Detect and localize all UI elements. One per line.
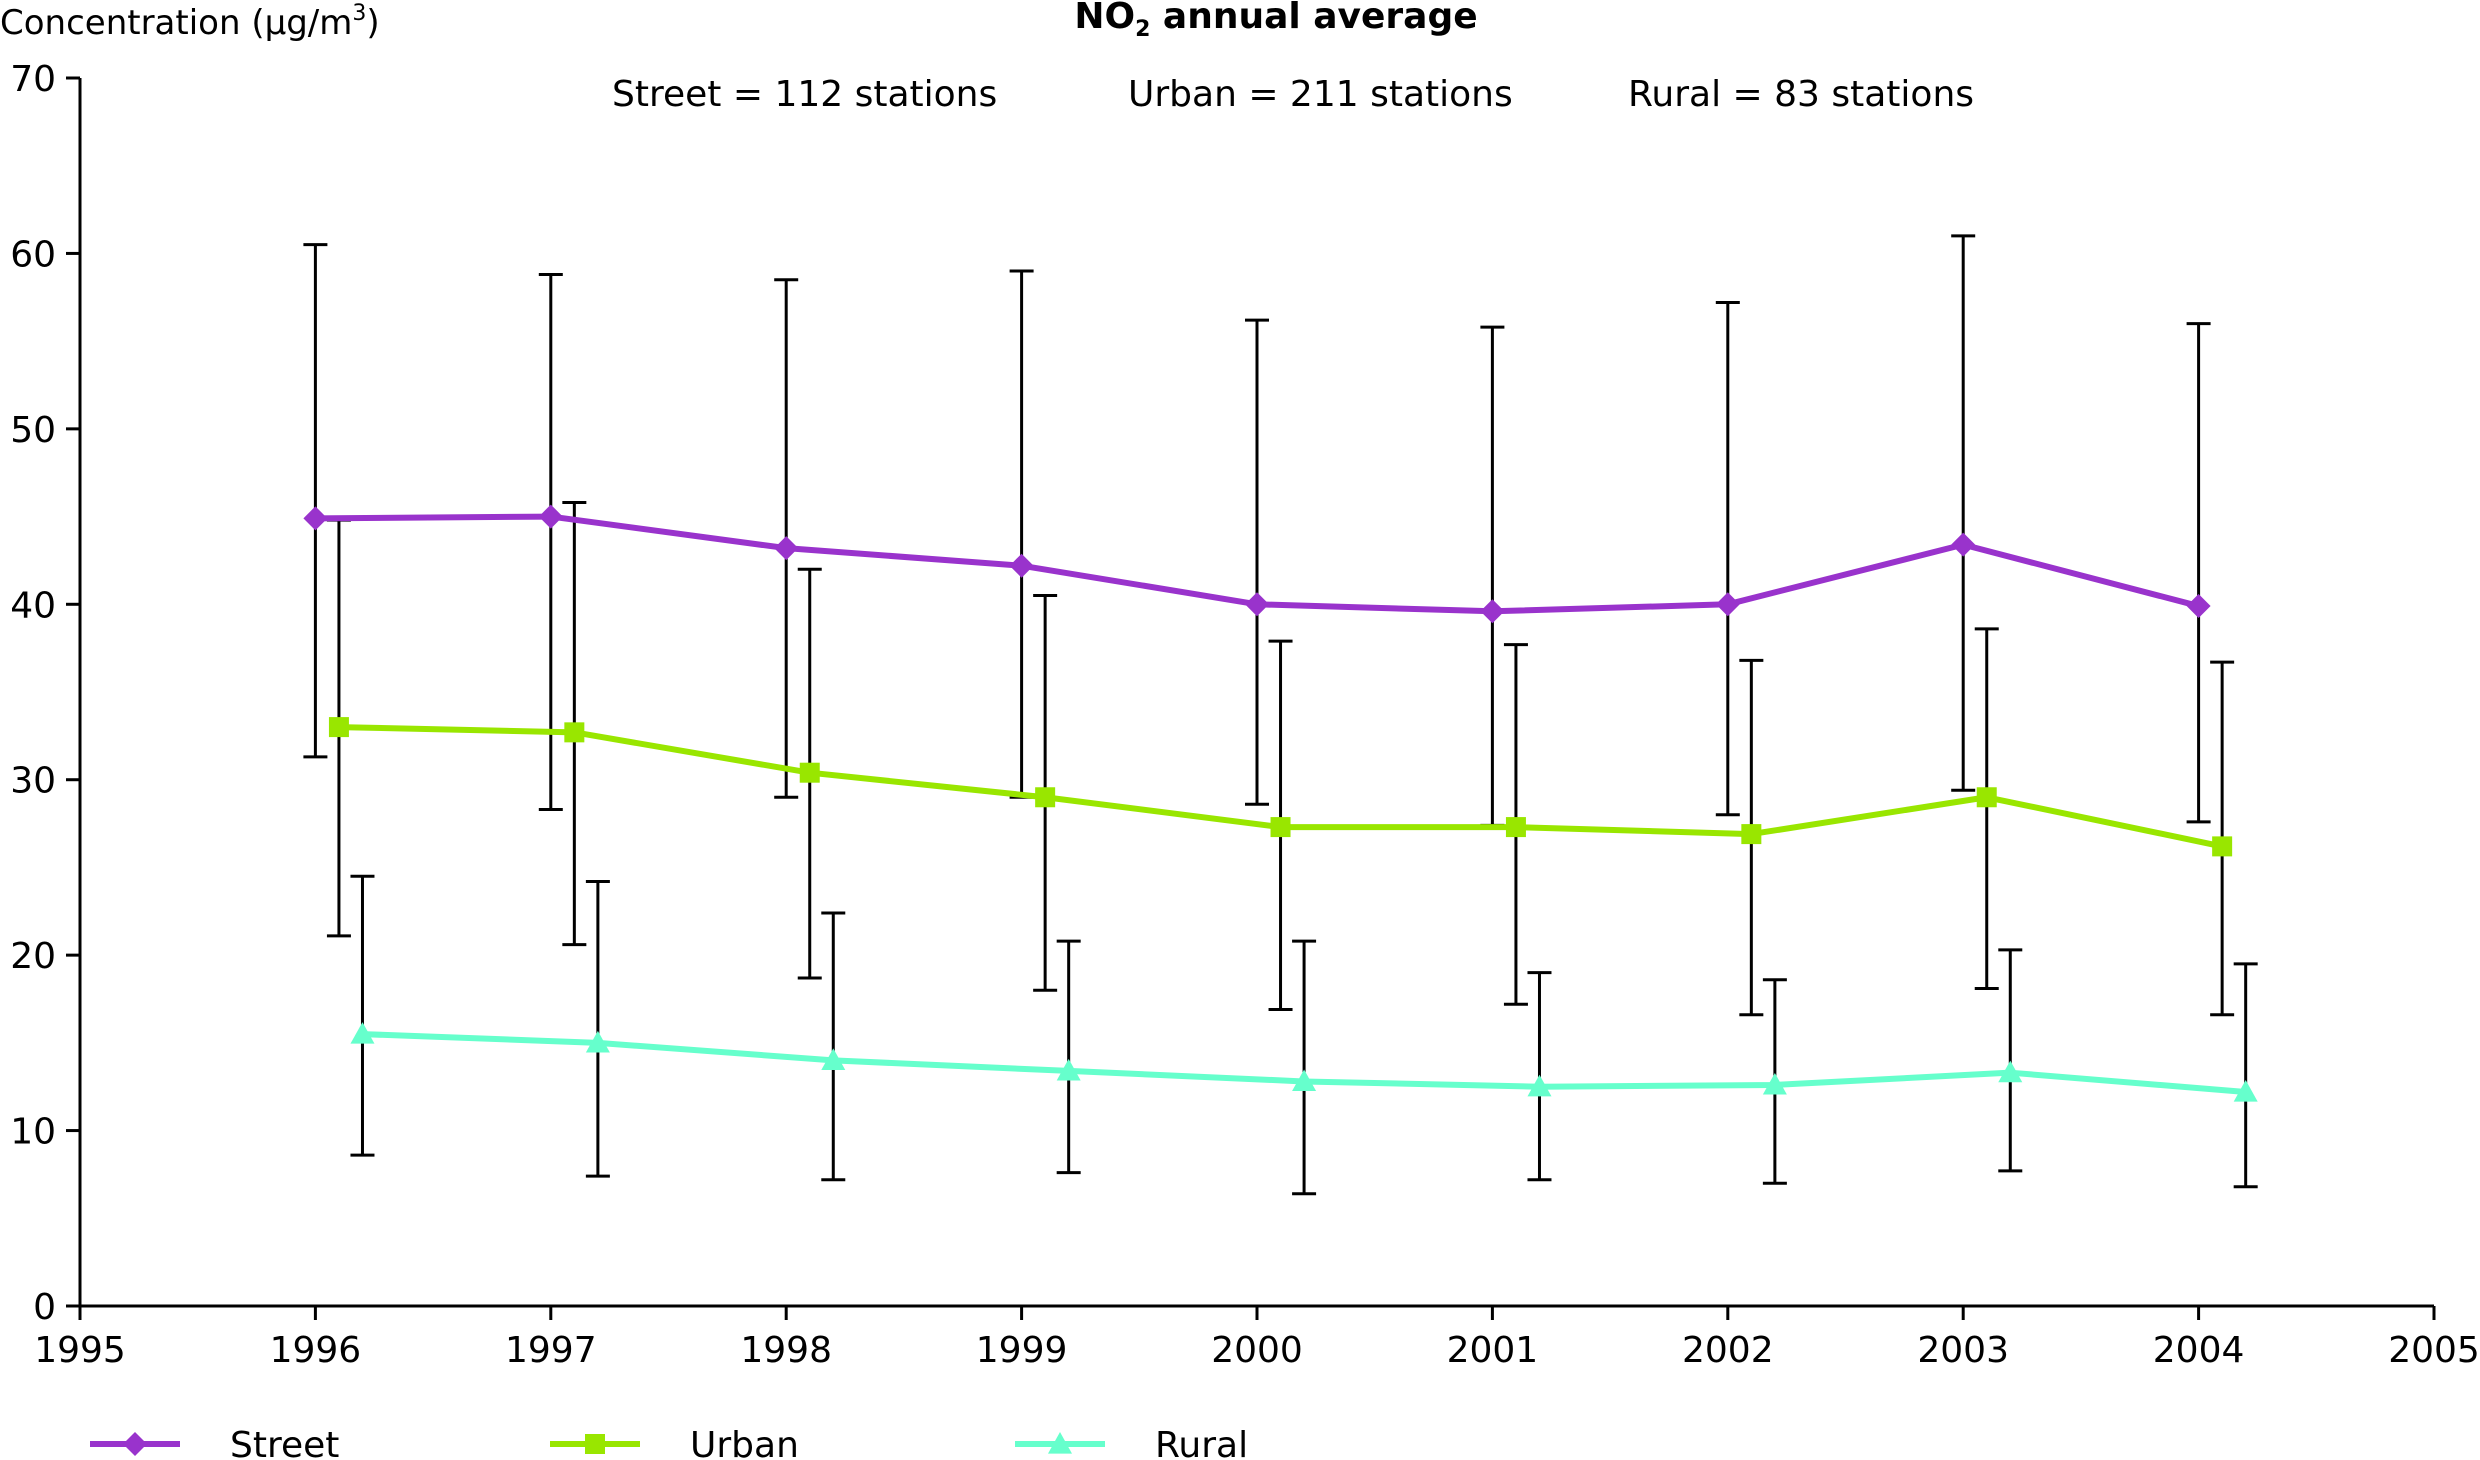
y-axis-label-unit-sup: 3 — [352, 1, 366, 26]
street-point — [1009, 553, 1034, 578]
chart-title: NO2 annual average — [1074, 0, 1477, 42]
y-tick-label: 70 — [10, 59, 56, 100]
legend-label-urban: Urban — [690, 1425, 799, 1460]
x-tick-label: 2001 — [1447, 1330, 1539, 1371]
rural-point — [1998, 1060, 2023, 1083]
y-tick-label: 60 — [10, 234, 56, 275]
y-tick-label: 0 — [33, 1287, 56, 1328]
x-tick-label: 2005 — [2388, 1330, 2480, 1371]
y-tick-label: 50 — [10, 410, 56, 451]
rural-point — [1292, 1069, 1317, 1092]
chart-title-rest: annual average — [1150, 0, 1477, 37]
street-point — [2186, 594, 2211, 619]
legend-item-street: Street — [90, 1425, 339, 1460]
legend-label-rural: Rural — [1155, 1425, 1248, 1460]
chart-title-subscript: 2 — [1135, 17, 1150, 42]
x-tick-label: 1996 — [270, 1330, 362, 1371]
legend-item-urban: Urban — [550, 1425, 799, 1460]
legend-marker-rural — [1048, 1432, 1072, 1454]
y-ticks: 0 10 20 30 40 50 60 70 — [10, 59, 80, 1328]
street-point — [1480, 599, 1505, 624]
x-ticks: 1995 1996 1997 1998 1999 2000 2001 2002 2003 2004… — [34, 1306, 2480, 1371]
subtitle-street: Street = 112 stations — [612, 74, 997, 115]
x-tick-label: 1998 — [740, 1330, 832, 1371]
error-bars — [303, 234, 2258, 1196]
urban-point — [799, 762, 820, 783]
legend-label-street: Street — [230, 1425, 339, 1460]
x-tick-label: 1995 — [34, 1330, 126, 1371]
subtitle-urban: Urban = 211 stations — [1128, 74, 1513, 115]
rural-point — [2233, 1079, 2258, 1102]
y-tick-label: 10 — [10, 1112, 56, 1153]
y-axis-label: Concentration (µg/m3) — [0, 1, 380, 43]
urban-point — [1270, 817, 1291, 838]
street-point — [1715, 592, 1740, 617]
x-tick-label: 1997 — [505, 1330, 597, 1371]
street-point — [1245, 592, 1269, 617]
x-tick-label: 2002 — [1682, 1330, 1774, 1371]
street-point — [538, 504, 563, 529]
urban-point — [328, 717, 349, 738]
x-tick-label: 2004 — [2153, 1330, 2245, 1371]
legend: Street Urban Rural — [90, 1425, 1248, 1460]
y-axis-label-main: Concentration (µg/m — [0, 3, 352, 43]
rural-point — [350, 1022, 375, 1044]
legend-marker-urban — [585, 1434, 605, 1454]
rural-point — [585, 1030, 610, 1053]
subtitle-rural: Rural = 83 stations — [1628, 74, 1974, 115]
legend-marker-street — [123, 1432, 147, 1456]
y-tick-label: 20 — [10, 936, 56, 977]
street-point — [303, 506, 328, 531]
street-point — [1951, 532, 1976, 557]
urban-point — [1976, 787, 1997, 808]
street-point — [774, 536, 799, 561]
urban-point — [564, 722, 585, 743]
x-tick-label: 2003 — [1917, 1330, 2009, 1371]
series-markers — [303, 504, 2258, 1102]
rural-point — [1527, 1074, 1552, 1097]
legend-item-rural: Rural — [1015, 1425, 1248, 1460]
x-tick-label: 2000 — [1211, 1330, 1303, 1371]
urban-point — [2212, 836, 2233, 857]
rural-point — [1762, 1072, 1787, 1095]
rural-point — [1056, 1058, 1081, 1081]
rural-point — [821, 1048, 846, 1070]
urban-point — [1035, 787, 1056, 808]
chart-title-main: NO — [1074, 0, 1135, 37]
x-tick-label: 1999 — [976, 1330, 1068, 1371]
urban-point — [1741, 824, 1762, 845]
y-axis-label-close: ) — [366, 3, 379, 43]
y-tick-label: 30 — [10, 761, 56, 802]
y-tick-label: 40 — [10, 585, 56, 626]
urban-point — [1505, 817, 1526, 838]
